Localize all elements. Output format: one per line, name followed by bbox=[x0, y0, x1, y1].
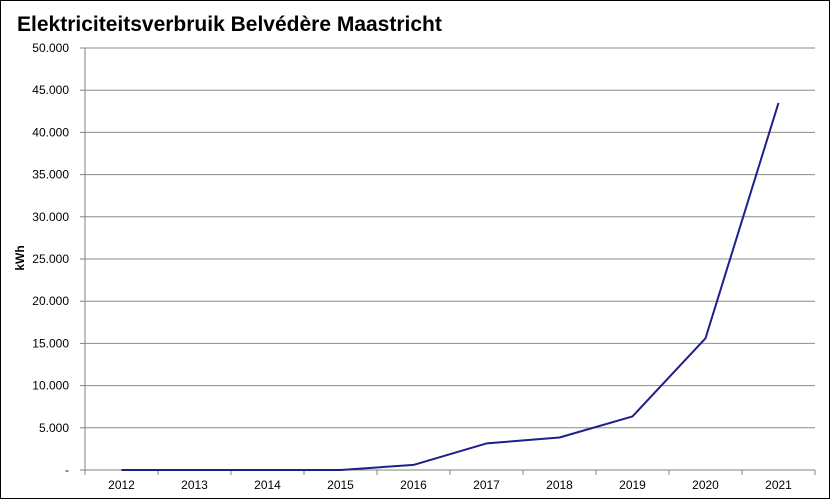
y-tick-label: - bbox=[65, 463, 69, 477]
x-tick-label: 2019 bbox=[619, 478, 646, 492]
x-tick-label: 2014 bbox=[254, 478, 281, 492]
y-tick-label: 5.000 bbox=[39, 421, 69, 435]
y-tick-label: 35.000 bbox=[32, 168, 69, 182]
y-tick-label: 45.000 bbox=[32, 83, 69, 97]
x-tick-label: 2018 bbox=[546, 478, 573, 492]
x-tick-label: 2012 bbox=[108, 478, 135, 492]
x-tick-label: 2017 bbox=[473, 478, 500, 492]
y-tick-label: 15.000 bbox=[32, 336, 69, 350]
x-tick-label: 2020 bbox=[692, 478, 719, 492]
x-tick-label: 2013 bbox=[181, 478, 208, 492]
gridlines bbox=[85, 47, 815, 429]
y-tick-label: 10.000 bbox=[32, 379, 69, 393]
y-tick-label: 50.000 bbox=[32, 41, 69, 55]
series-layer bbox=[121, 102, 780, 471]
y-axis-title: kWh bbox=[13, 245, 27, 270]
x-tick-label: 2016 bbox=[400, 478, 427, 492]
x-tick-label: 2015 bbox=[327, 478, 354, 492]
tick-labels: - 5.000 10.000 15.000 20.000 25.000 30.000 35.0… bbox=[32, 41, 792, 492]
y-tick-label: 25.000 bbox=[32, 252, 69, 266]
y-tick-label: 30.000 bbox=[32, 210, 69, 224]
chart-title: Elektriciteitsverbruik Belvédère Maastri… bbox=[17, 13, 442, 36]
axes bbox=[80, 47, 816, 475]
x-tick-label: 2021 bbox=[765, 478, 792, 492]
y-tick-label: 40.000 bbox=[32, 125, 69, 139]
series-line bbox=[121, 102, 780, 471]
y-tick-label: 20.000 bbox=[32, 294, 69, 308]
